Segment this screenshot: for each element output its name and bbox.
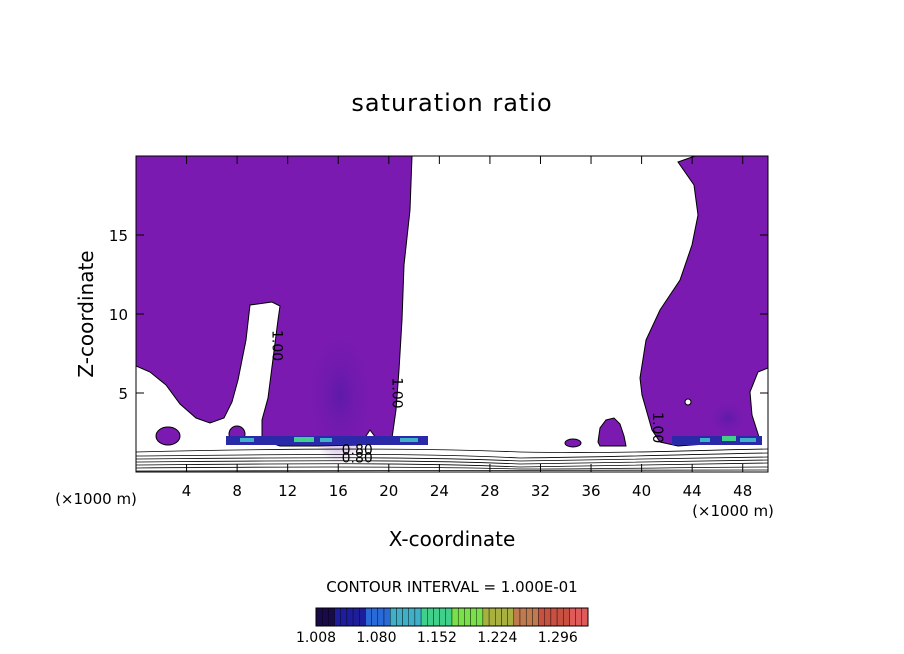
- colorbar-cell: [563, 607, 570, 627]
- cloud-patch: [564, 438, 582, 448]
- colorbar-cell: [581, 607, 589, 627]
- x-tick-label: 32: [531, 482, 550, 500]
- z-axis-ticks: 5 10 15: [109, 227, 768, 403]
- colorbar-cell: [470, 607, 477, 627]
- x-tick-label: 48: [733, 482, 752, 500]
- colorbar-cell: [396, 607, 403, 627]
- colorbar-cell: [501, 607, 508, 627]
- hole: [684, 398, 692, 406]
- colorbar-cell: [433, 607, 440, 627]
- colorbar-cell: [315, 607, 323, 627]
- shaded-plume-2: [708, 400, 748, 436]
- colorbar-cell: [569, 607, 576, 627]
- chart-title: saturation ratio: [351, 89, 552, 117]
- x-tick-label: 4: [182, 482, 192, 500]
- colorbar-tick-label: 1.224: [477, 630, 517, 646]
- colorbar-cell: [427, 607, 434, 627]
- colorbar-cell: [402, 607, 409, 627]
- x-tick-label: 12: [278, 482, 297, 500]
- x-axis-title: X-coordinate: [389, 527, 516, 551]
- colorbar-cell: [457, 607, 465, 627]
- x-tick-label: 8: [232, 482, 242, 500]
- colorbar-cell: [414, 607, 422, 627]
- x-tick-label: 36: [581, 482, 600, 500]
- colorbar-tick-label: 1.296: [538, 630, 578, 646]
- subsaturated-contours: [136, 448, 768, 472]
- y-axis-title: Z-coordinate: [74, 250, 98, 377]
- colorbar-cell: [544, 607, 552, 627]
- colorbar-cell: [408, 607, 416, 627]
- colorbar-cell: [525, 607, 533, 627]
- x-unit-label-right: (×1000 m): [692, 502, 774, 520]
- z-tick-label: 5: [118, 385, 128, 403]
- x-unit-label-left: (×1000 m): [55, 490, 137, 508]
- contour-label: 1.00: [389, 377, 405, 408]
- colorbar-cell: [476, 607, 484, 627]
- plot-area: [136, 156, 768, 472]
- surface-cloud-band: [672, 436, 762, 445]
- x-tick-label: 28: [480, 482, 499, 500]
- shaded-plume: [304, 325, 376, 465]
- contour-interval-text: CONTOUR INTERVAL = 1.000E-01: [326, 578, 577, 596]
- colorbar-cell: [346, 607, 354, 627]
- contour-label: 1.00: [649, 412, 665, 443]
- cloud-patch: [155, 426, 181, 446]
- colorbar-cell: [556, 607, 564, 627]
- colorbar-cell: [482, 607, 490, 627]
- colorbar-cell: [507, 607, 515, 627]
- colorbar-tick-labels: 1.008 1.080 1.152 1.224 1.296: [296, 630, 578, 646]
- colorbar-cell: [328, 607, 335, 627]
- colorbar-tick-label: 1.152: [417, 630, 457, 646]
- z-tick-label: 10: [109, 306, 128, 324]
- colorbar-cell: [365, 607, 372, 627]
- high-value-streaks: [240, 436, 756, 442]
- x-tick-label: 16: [329, 482, 348, 500]
- colorbar-cell: [464, 607, 471, 627]
- colorbar-cell: [377, 607, 385, 627]
- colorbar-cell: [420, 607, 428, 627]
- x-tick-label: 24: [430, 482, 449, 500]
- colorbar-cell: [495, 607, 502, 627]
- x-axis-ticks: 4 8 12 16 20 24 28 32 36 40 44 48: [182, 156, 752, 500]
- colorbar-cell: [519, 607, 527, 627]
- cloud-patch: [597, 417, 627, 447]
- colorbar-cell: [334, 607, 341, 627]
- contour-label: 0.80: [342, 443, 373, 459]
- saturation-region-right: [639, 156, 768, 447]
- colorbar-cell: [538, 607, 545, 627]
- colorbar-cell: [439, 607, 447, 627]
- colorbar-frame: [315, 607, 589, 627]
- colorbar-cell: [371, 607, 379, 627]
- colorbar-cell: [359, 607, 366, 627]
- colorbar-cell: [488, 607, 496, 627]
- colorbar-cell: [389, 607, 397, 627]
- x-tick-label: 20: [379, 482, 398, 500]
- contour-labels: 1.00 1.00 1.00 0.800.80: [269, 330, 665, 467]
- contour-label: 0.80: [342, 451, 373, 467]
- colorbar-cell: [340, 607, 348, 627]
- z-tick-label: 15: [109, 227, 128, 245]
- colorbar-cell: [451, 607, 459, 627]
- colorbar-cell: [352, 607, 360, 627]
- contour-label: 1.00: [269, 330, 285, 361]
- colorbar-cell: [445, 607, 453, 627]
- colorbar-tick-label: 1.080: [356, 630, 396, 646]
- x-tick-label: 40: [632, 482, 651, 500]
- colorbar-cell: [550, 607, 558, 627]
- colorbar-cell: [575, 607, 583, 627]
- x-tick-label: 44: [683, 482, 702, 500]
- colorbar-cell: [321, 607, 329, 627]
- colorbar-cell: [532, 607, 539, 627]
- colorbar: [315, 607, 589, 627]
- colorbar-tick-label: 1.008: [296, 630, 336, 646]
- colorbar-cell: [383, 607, 391, 627]
- colorbar-cell: [513, 607, 521, 627]
